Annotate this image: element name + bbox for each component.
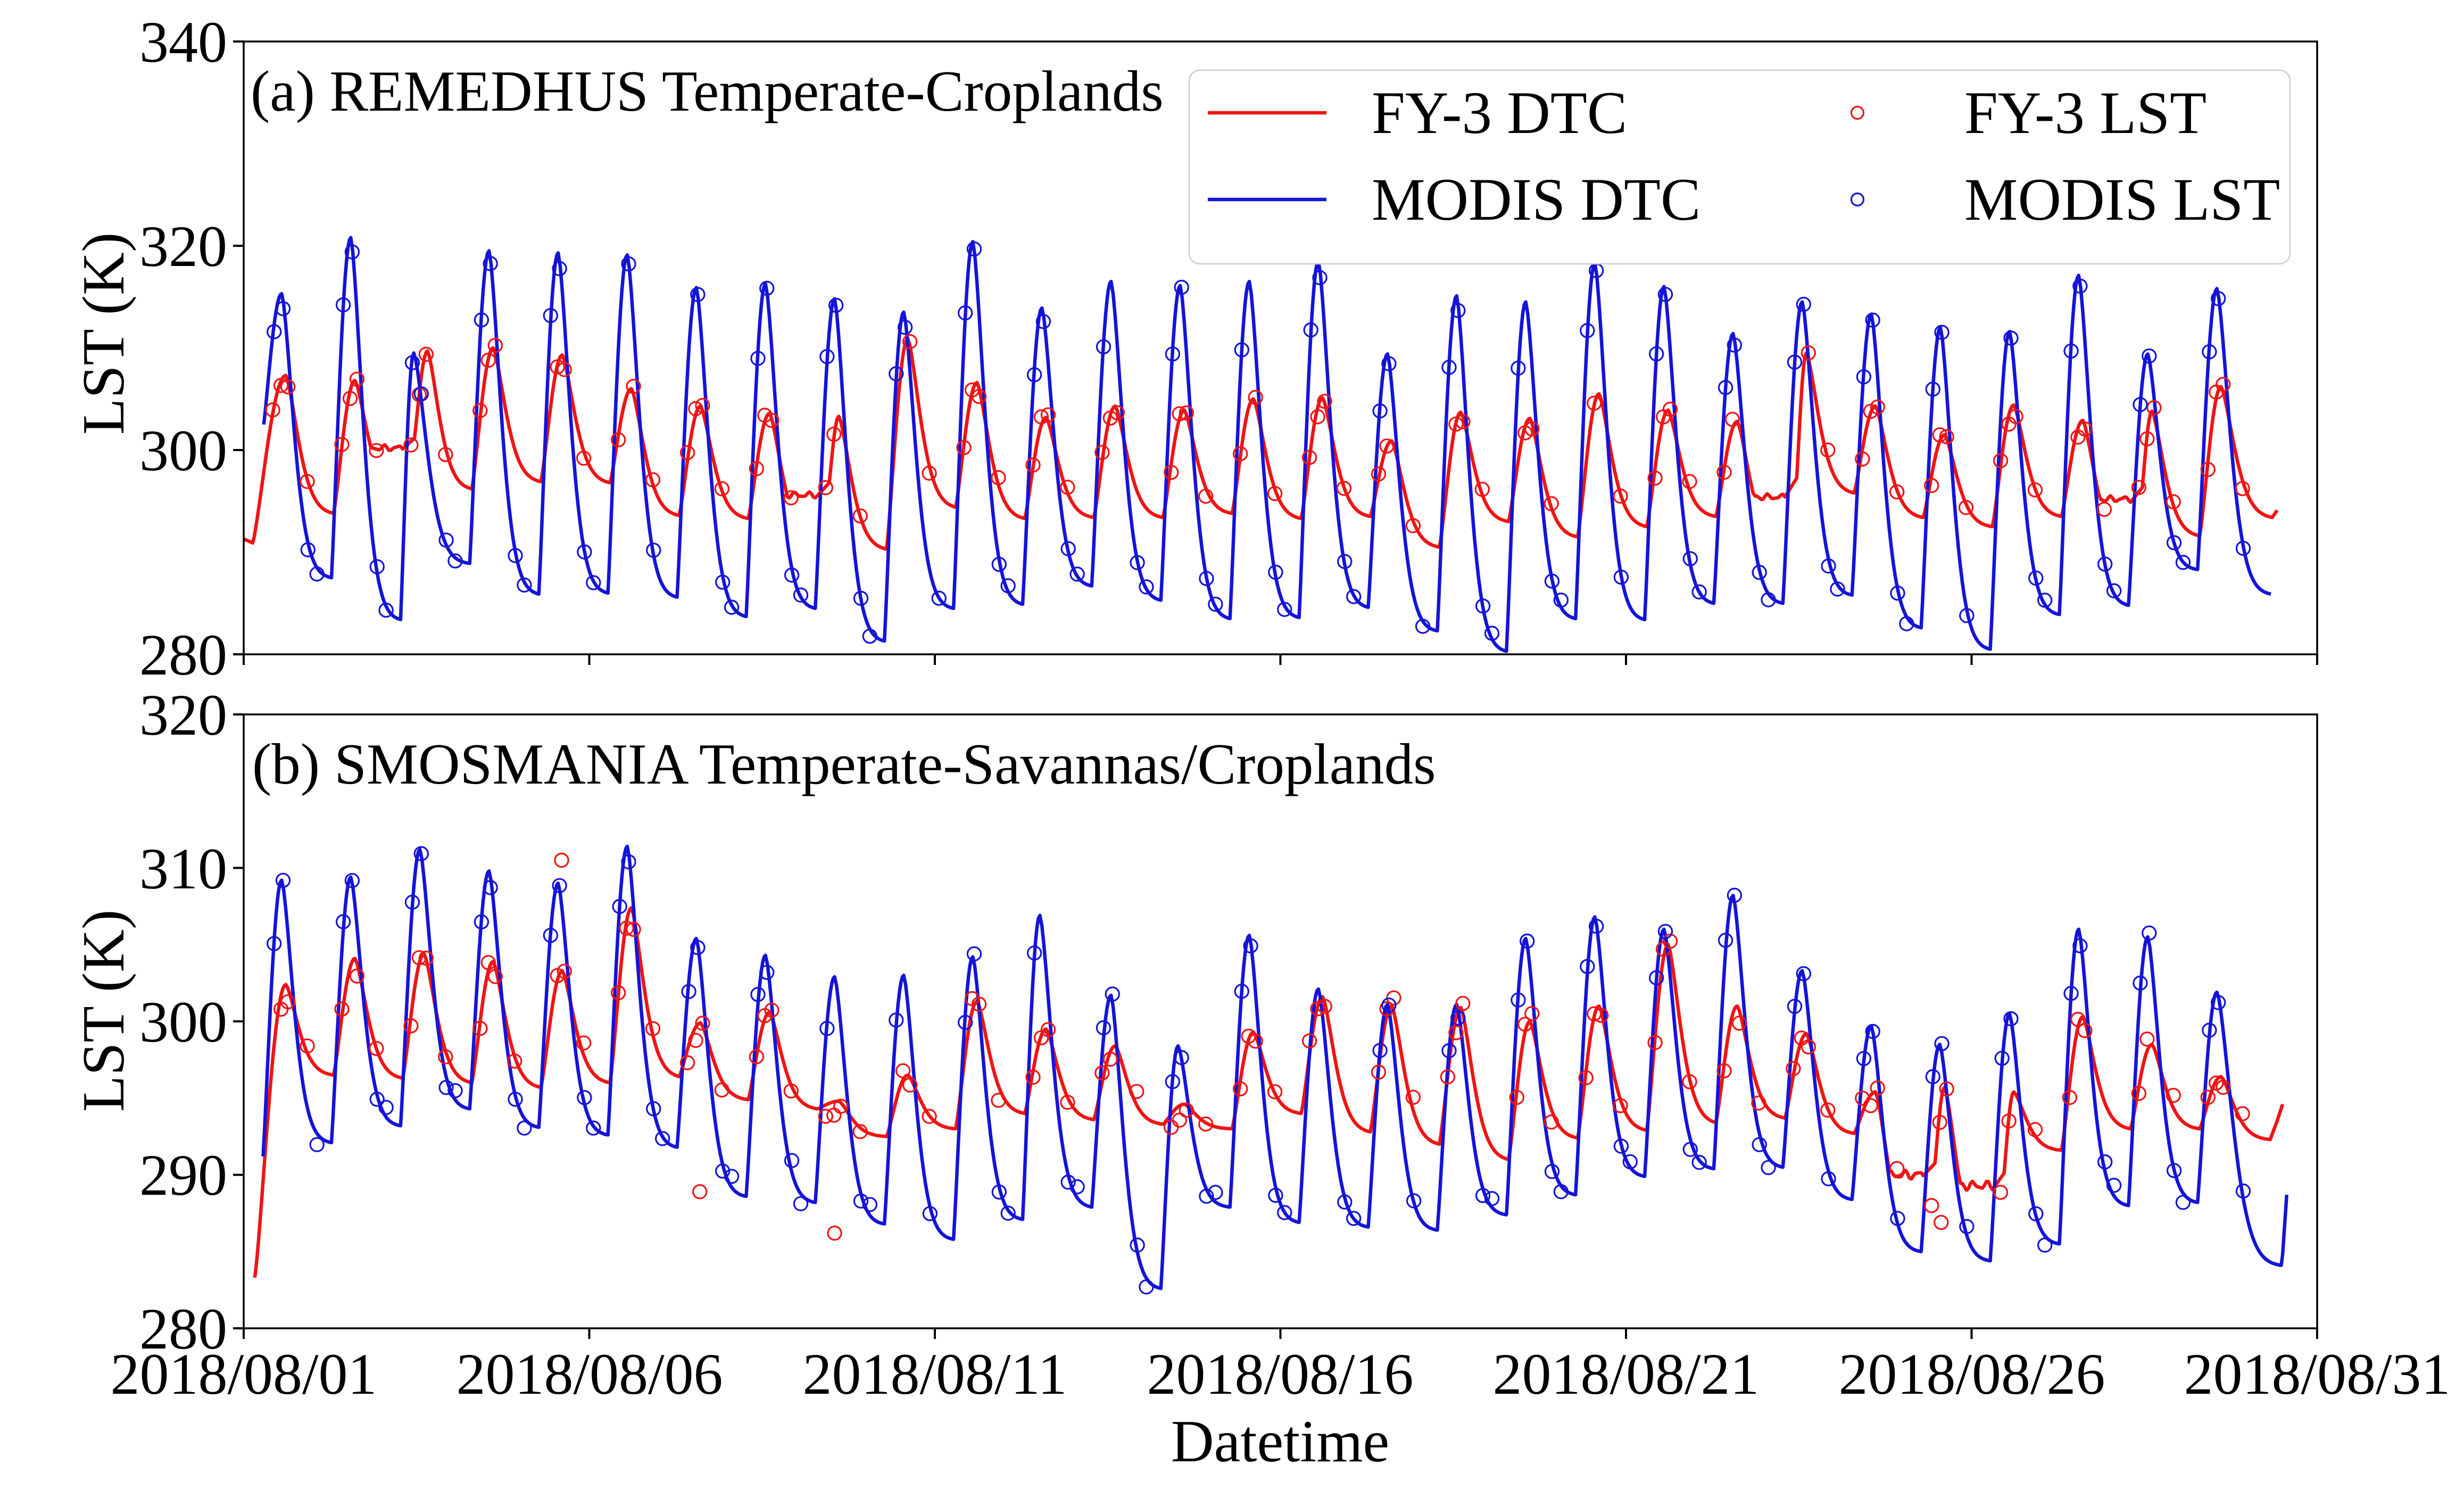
svg-text:(a) REMEDHUS Temperate-Croplan: (a) REMEDHUS Temperate-Croplands <box>251 59 1164 123</box>
svg-text:300: 300 <box>139 989 227 1054</box>
svg-text:MODIS LST: MODIS LST <box>1964 167 2280 233</box>
svg-text:320: 320 <box>139 214 227 279</box>
svg-text:300: 300 <box>139 418 227 483</box>
svg-text:Datetime: Datetime <box>1171 1409 1389 1475</box>
svg-text:280: 280 <box>139 1296 227 1361</box>
svg-text:310: 310 <box>139 836 227 901</box>
svg-text:2018/08/01: 2018/08/01 <box>110 1342 377 1407</box>
svg-text:2018/08/16: 2018/08/16 <box>1147 1342 1413 1407</box>
svg-text:FY-3 DTC: FY-3 DTC <box>1372 80 1627 146</box>
svg-text:2018/08/26: 2018/08/26 <box>1838 1342 2105 1407</box>
svg-text:2018/08/11: 2018/08/11 <box>802 1342 1067 1407</box>
svg-text:LST (K): LST (K) <box>71 910 137 1112</box>
svg-text:2018/08/06: 2018/08/06 <box>456 1342 723 1407</box>
svg-text:(b) SMOSMANIA Temperate-Savann: (b) SMOSMANIA Temperate-Savannas/Croplan… <box>252 732 1436 796</box>
svg-text:340: 340 <box>139 10 227 74</box>
svg-text:MODIS DTC: MODIS DTC <box>1372 167 1700 233</box>
svg-text:280: 280 <box>139 622 227 687</box>
svg-text:2018/08/21: 2018/08/21 <box>1492 1342 1759 1407</box>
svg-text:FY-3 LST: FY-3 LST <box>1964 80 2206 146</box>
svg-text:320: 320 <box>139 683 227 747</box>
svg-text:2018/08/31: 2018/08/31 <box>2184 1342 2450 1407</box>
svg-text:290: 290 <box>139 1143 227 1208</box>
svg-text:LST (K): LST (K) <box>71 232 137 435</box>
